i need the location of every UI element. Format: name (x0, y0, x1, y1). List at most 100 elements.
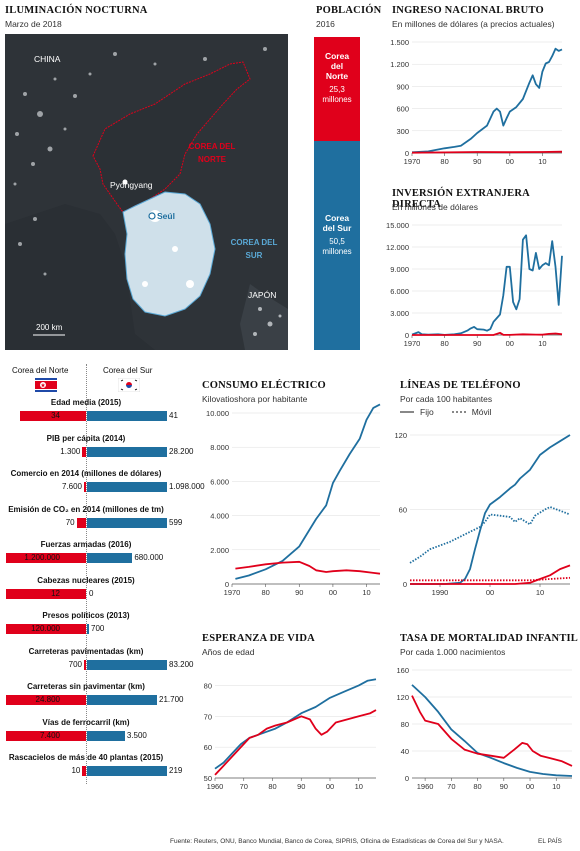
chart-subtitle-esperanza: Años de edad (202, 647, 255, 657)
series-line-south-fijo (410, 434, 571, 585)
legend-fijo-swatch (400, 411, 414, 413)
comparison-value-north: 7.600 (61, 482, 82, 491)
comparison-value-south: 0 (89, 588, 94, 598)
y-tick-label: 15.000 (386, 221, 409, 230)
comparison-bar-south (87, 446, 167, 457)
x-tick-label: 70 (447, 782, 455, 791)
y-tick-label: 6.000 (210, 477, 229, 486)
x-tick-label: 90 (473, 157, 481, 166)
comparison-title: Presos políticos (2013) (42, 611, 130, 620)
population-bar-north: Corea del Norte 25,3 millones (314, 37, 360, 141)
y-tick-label: 1.200 (390, 60, 409, 69)
population-bar-south: Corea del Sur 50,5 millones (314, 141, 360, 350)
x-tick-label: 10 (538, 157, 546, 166)
series-line-north-movil (410, 576, 571, 582)
y-tick-label: 50 (204, 774, 212, 783)
y-tick-label: 160 (396, 666, 409, 675)
y-tick-label: 900 (396, 82, 409, 91)
x-tick-label: 00 (329, 588, 337, 597)
chart-title-telefono: LÍNEAS DE TELÉFONO (400, 380, 521, 391)
series-line-south (411, 47, 563, 154)
comparison-bar-south (87, 624, 89, 634)
x-tick-label: 1960 (207, 782, 224, 791)
series-line-north (412, 331, 563, 336)
credit: EL PAÍS (538, 838, 562, 845)
population-year: 2016 (316, 19, 335, 29)
comparison-value-north: 1.200.000 (24, 553, 60, 562)
comparison-bar-north (82, 766, 86, 776)
comparison-bar-south (87, 482, 167, 492)
population-south-name: Corea del Sur (322, 213, 352, 233)
comparison-title: Carreteras sin pavimentar (km) (27, 682, 145, 691)
comparison-value-south: 599 (169, 517, 183, 527)
comparison-value-south: 1.098.000 (169, 482, 205, 491)
comparison-bar-north (6, 553, 86, 563)
comparison-bar-north (6, 588, 86, 599)
comparison-value-north: 700 (68, 659, 82, 669)
y-tick-label: 80 (401, 720, 409, 729)
x-tick-label: 1970 (404, 339, 421, 348)
series-line-north (411, 150, 563, 154)
comparison-bar-south (87, 766, 167, 776)
comparison-value-north: 10 (71, 766, 81, 775)
x-tick-label: 90 (500, 782, 508, 791)
y-tick-label: 2.000 (210, 546, 229, 555)
y-tick-label: 120 (396, 693, 409, 702)
chart-subtitle-telefono: Por cada 100 habitantes (400, 394, 493, 404)
map-label-japan: JAPÓN (248, 290, 277, 300)
map-label-china: CHINA (34, 54, 61, 64)
comparison-title: Carreteras pavimentadas (km) (28, 646, 144, 656)
y-tick-label: 0 (405, 331, 409, 340)
comparison-title: Edad media (2015) (50, 398, 122, 407)
population-title: POBLACIÓN (316, 5, 382, 16)
comparison-bar-north (19, 411, 86, 421)
y-tick-label: 0 (403, 580, 407, 589)
series-line-north (214, 709, 377, 776)
legend-movil-swatch (451, 411, 466, 413)
series-line-south (411, 684, 573, 777)
y-tick-label: 12.000 (386, 243, 409, 252)
comparison-title: Comercio en 2014 (millones de dólares) (10, 469, 162, 478)
comparison-bar-north (6, 695, 86, 705)
x-tick-label: 10 (536, 588, 544, 597)
map-label-north-korea: COREA DEL NORTE (188, 142, 236, 164)
comparison-value-south: 680.000 (134, 553, 164, 562)
comparison-bar-north (82, 446, 86, 457)
comparison-bar-south (87, 411, 167, 421)
comparison-value-south: 41 (169, 411, 178, 420)
chart-subtitle-consumo: Kilovatioshora por habitante (202, 394, 308, 404)
comparison-title: Fuerzas armadas (2016) (40, 540, 132, 549)
night-lights-map (5, 34, 288, 350)
comparison-bar-south (87, 659, 167, 670)
y-tick-label: 8.000 (210, 443, 229, 452)
population-north-name: Corea del Norte (324, 51, 350, 81)
comparison-value-north: 70 (65, 517, 75, 527)
comparison-value-north: 1.300 (60, 446, 81, 456)
comparison-bar-south (87, 517, 167, 528)
comparison-bar-south (87, 553, 133, 563)
x-tick-label: 10 (362, 588, 370, 597)
comparison-value-north: 120.000 (31, 624, 60, 633)
comparison-title: Rascacielos de más de 40 plantas (2015) (8, 753, 164, 762)
x-tick-label: 80 (473, 782, 481, 791)
chart-title-esperanza: ESPERANZA DE VIDA (202, 633, 315, 644)
legend-fijo-label: Fijo (420, 407, 434, 417)
y-tick-label: 1.500 (390, 38, 409, 47)
chart-title-inversion: INVERSIÓN EXTRANJERA DIRECTA (392, 188, 530, 210)
comparison-value-south: 28.200 (169, 446, 194, 456)
comparison-bar-south (87, 695, 157, 705)
chart-subtitle-ingreso: En millones de dólares (a precios actual… (392, 19, 555, 29)
comparison-divider (86, 364, 87, 784)
population-south-value: 50,5 millones (322, 237, 352, 256)
series-line-south (235, 403, 381, 580)
series-line-south (411, 234, 563, 336)
y-tick-label: 300 (396, 127, 409, 136)
map-label-seoul: Seúl (157, 211, 175, 221)
x-tick-label: 10 (552, 782, 560, 791)
series-line-north (235, 560, 381, 575)
comparison-title: Vías de ferrocarril (km) (42, 717, 130, 727)
series-line-north (411, 695, 573, 767)
series-line-south (214, 678, 377, 770)
comparison-legend-north: Corea del Norte (12, 366, 69, 375)
comparison-title: Emisión de CO₂ en 2014 (millones de tm) (8, 504, 164, 514)
